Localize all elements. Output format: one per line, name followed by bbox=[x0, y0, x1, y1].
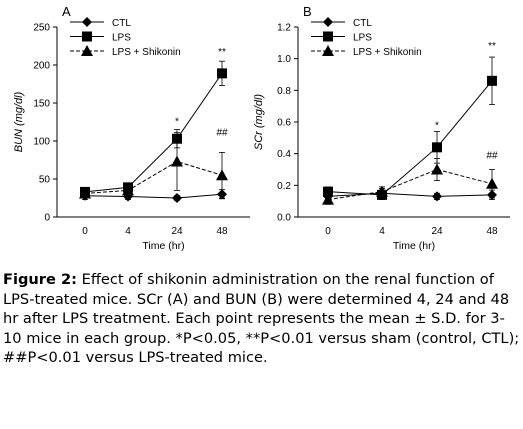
data-point-marker bbox=[486, 177, 498, 189]
x-axis-label: Time (hr) bbox=[393, 240, 435, 252]
y-tick-label: 1.2 bbox=[277, 23, 291, 34]
y-tick-label: 250 bbox=[33, 23, 50, 34]
y-tick-label: 50 bbox=[39, 175, 51, 186]
series-line bbox=[327, 80, 493, 196]
caption-label: Figure 2: bbox=[3, 271, 77, 288]
series-line bbox=[84, 73, 223, 193]
y-tick-label: 200 bbox=[33, 61, 50, 72]
data-point-marker bbox=[79, 187, 91, 199]
y-axis-label: SCr (mg/dl) bbox=[253, 94, 265, 151]
legend-marker bbox=[82, 31, 92, 42]
x-tick-label: 0 bbox=[325, 226, 331, 237]
figure-caption: Figure 2: Effect of shikonin administrat… bbox=[3, 270, 521, 368]
data-point-marker bbox=[376, 185, 388, 197]
legend-label: LPS + Shikonin bbox=[112, 47, 181, 58]
legend-label: LPS bbox=[353, 33, 372, 44]
figure-charts: A 0 50 100 150 200 250 0 4 24 48 Time (hr) BUN (mg/d… bbox=[13, 4, 510, 252]
significance-annotation: ## bbox=[486, 150, 498, 161]
legend-marker bbox=[82, 17, 92, 27]
x-tick-label: 4 bbox=[125, 226, 131, 237]
legend-label: LPS + Shikonin bbox=[353, 47, 422, 58]
data-point-marker bbox=[432, 191, 442, 202]
panel-label: B bbox=[303, 4, 312, 19]
panel-a-chart: A 0 50 100 150 200 250 0 4 24 48 Time (hr) BUN (mg/d… bbox=[13, 4, 250, 252]
legend-label: LPS bbox=[112, 33, 131, 44]
x-tick-label: 0 bbox=[82, 226, 88, 237]
series-line bbox=[84, 160, 223, 194]
legend-marker bbox=[323, 31, 333, 42]
data-point-marker bbox=[122, 184, 134, 196]
data-point-marker bbox=[217, 68, 227, 79]
legend-marker bbox=[323, 17, 333, 27]
series-line bbox=[327, 192, 493, 197]
legend-marker bbox=[322, 45, 334, 56]
y-tick-label: 0.8 bbox=[277, 86, 291, 97]
data-point-marker bbox=[487, 75, 497, 86]
y-tick-label: 0.4 bbox=[277, 149, 291, 160]
y-axis-label: BUN (mg/dl) bbox=[13, 91, 25, 152]
y-tick-label: 1.0 bbox=[277, 54, 291, 65]
x-tick-label: 48 bbox=[216, 226, 228, 237]
significance-annotation: ## bbox=[216, 128, 228, 139]
significance-annotation: * bbox=[435, 120, 439, 131]
y-tick-label: 0.2 bbox=[277, 181, 291, 192]
legend-label: CTL bbox=[112, 18, 131, 29]
y-tick-label: 100 bbox=[33, 137, 50, 148]
y-tick-label: 0.0 bbox=[277, 213, 291, 224]
data-point-marker bbox=[431, 163, 443, 175]
data-point-marker bbox=[171, 155, 183, 167]
data-point-marker bbox=[172, 193, 182, 203]
significance-annotation: * bbox=[175, 116, 179, 127]
data-point-marker bbox=[216, 169, 228, 181]
x-tick-label: 24 bbox=[431, 226, 443, 237]
caption-text: Effect of shikonin administration on the… bbox=[3, 271, 520, 367]
data-point-marker bbox=[323, 186, 333, 197]
y-tick-label: 150 bbox=[33, 99, 50, 110]
x-tick-label: 24 bbox=[171, 226, 183, 237]
panel-label: A bbox=[62, 4, 71, 19]
y-tick-label: 0 bbox=[44, 213, 50, 224]
legend-marker bbox=[81, 45, 93, 56]
data-point-marker bbox=[432, 142, 442, 153]
x-tick-label: 4 bbox=[379, 226, 385, 237]
x-axis-label: Time (hr) bbox=[142, 240, 184, 252]
series-line bbox=[327, 168, 493, 201]
significance-annotation: ** bbox=[488, 41, 496, 52]
significance-annotation: ** bbox=[218, 47, 226, 58]
legend-label: CTL bbox=[353, 18, 372, 29]
series-line bbox=[84, 193, 223, 199]
x-tick-label: 48 bbox=[486, 226, 498, 237]
data-point-marker bbox=[322, 193, 334, 205]
y-tick-label: 0.6 bbox=[277, 118, 291, 129]
panel-b-chart: B 0.0 0.2 0.4 0.6 0.8 1.0 1.2 0 4 24 48 Time (hr) SCr… bbox=[253, 4, 510, 252]
